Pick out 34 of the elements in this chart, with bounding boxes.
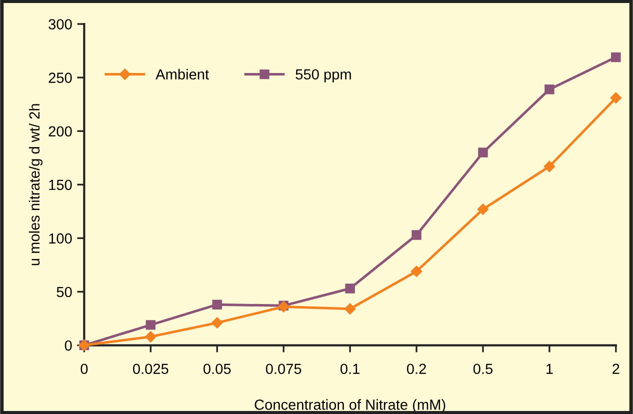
point [212, 300, 222, 310]
point [610, 92, 622, 104]
point [611, 52, 621, 62]
point [478, 148, 488, 158]
x-axis-title: Concentration of Nitrate (mM) [254, 399, 446, 413]
x-tick-label: 0.2 [406, 364, 426, 374]
x-tick-label: 0.025 [132, 364, 168, 374]
x-tick-label: 2 [612, 364, 620, 374]
point [345, 284, 355, 294]
y-tick-label: 150 [49, 180, 72, 190]
x-tick-label: 0 [80, 364, 88, 374]
x-tick-label: 0.5 [473, 364, 493, 374]
point [344, 303, 356, 314]
point [412, 230, 422, 240]
x-tick-label: 1 [546, 364, 553, 374]
legend-label: Ambient [156, 68, 209, 80]
point [145, 331, 156, 342]
point [212, 317, 223, 328]
y-tick-label: 50 [56, 286, 72, 298]
y-tick-label: 250 [48, 72, 72, 83]
point [477, 204, 489, 215]
y-tick-label: 200 [48, 126, 72, 137]
legend-label: 550 ppm [296, 69, 351, 82]
point [146, 320, 156, 330]
x-tick-label: 0.05 [204, 364, 231, 374]
x-tick-label: 0.075 [266, 364, 302, 374]
y-tick-label: 300 [48, 19, 72, 30]
y-axis-title: u moles nitrate/g d wt/ 2h [28, 104, 42, 266]
y-tick-label: 0 [64, 340, 72, 351]
x-tick-label: 0.1 [340, 364, 360, 374]
point [544, 84, 554, 94]
point [410, 266, 422, 277]
y-tick-label: 100 [49, 233, 72, 244]
point [544, 160, 556, 172]
